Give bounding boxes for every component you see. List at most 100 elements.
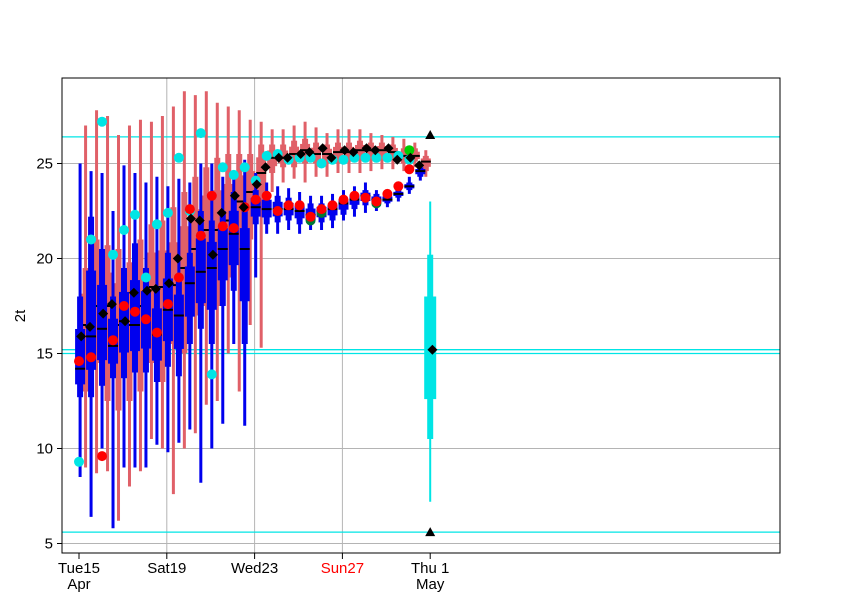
black-diamond	[295, 149, 306, 159]
blue-box-inner-box	[294, 205, 305, 219]
red-dot	[206, 190, 217, 201]
black-diamond	[405, 152, 416, 163]
salmon-box-inner-box	[179, 226, 190, 316]
blue-box	[228, 173, 239, 344]
summary-box-series	[424, 130, 437, 537]
black-diamond	[273, 152, 284, 163]
red-dot	[162, 299, 173, 310]
red-dot	[360, 192, 371, 203]
red-dot	[327, 200, 338, 211]
black-diamond	[142, 285, 153, 296]
cyan-dot	[371, 152, 382, 163]
red-dot	[393, 181, 404, 192]
cyan-dot	[338, 154, 349, 165]
y-tick-label: 15	[36, 346, 53, 363]
red-dot	[228, 223, 239, 234]
blue-box	[250, 173, 261, 278]
summary-triangle	[425, 527, 436, 537]
red-dot	[382, 188, 393, 199]
red-dot	[97, 451, 108, 462]
salmon-box-inner-box	[256, 157, 267, 194]
y-axis: 5 10 15 20 25	[36, 156, 62, 553]
cyan-dot	[151, 219, 162, 230]
red-dot	[118, 301, 129, 311]
salmon-box-inner-box	[124, 290, 135, 367]
salmon-box-inner-box	[135, 269, 146, 354]
x-tick-label: Tue15	[58, 560, 100, 577]
y-tick-label: 10	[36, 441, 53, 458]
red-dot	[217, 221, 228, 232]
salmon-box	[256, 121, 267, 348]
black-diamond	[260, 162, 271, 173]
blue-box-inner-box	[86, 270, 97, 370]
blue-box-inner-box	[184, 266, 195, 317]
black-diamond	[216, 207, 227, 218]
black-diamond	[185, 213, 196, 224]
cyan-dot	[261, 150, 272, 161]
black-diamond	[194, 215, 205, 226]
cyan-dot	[97, 116, 108, 127]
black-diamond	[383, 143, 394, 154]
red-dot	[129, 306, 140, 317]
salmon-box-inner-box	[168, 242, 179, 318]
black-diamond	[106, 299, 117, 310]
salmon-box-inner-box	[245, 171, 256, 219]
blue-box-inner-box	[239, 228, 250, 302]
salmon-box	[267, 129, 278, 192]
black-diamond	[229, 190, 240, 201]
blue-box-inner-box	[206, 241, 217, 310]
black-diamond	[348, 147, 359, 158]
blue-box	[151, 176, 162, 445]
red-dot	[305, 211, 316, 222]
blue-box	[404, 176, 415, 194]
cyan-dot	[162, 207, 173, 218]
black-diamond	[207, 249, 218, 260]
plot-frame	[61, 77, 781, 554]
blue-box	[327, 193, 338, 229]
salmon-box-inner-box	[190, 209, 201, 286]
cyan-dot	[217, 162, 228, 173]
black-diamond	[392, 154, 403, 165]
blue-box-inner-box	[97, 284, 108, 361]
salmon-box-inner-box	[201, 195, 212, 272]
red-dot	[349, 190, 360, 201]
salmon-box-inner-box	[102, 272, 113, 359]
cyan-dot	[316, 158, 327, 169]
blue-box	[162, 186, 173, 453]
red-dot	[86, 352, 97, 363]
red-dot	[250, 194, 261, 205]
black-diamond	[361, 143, 372, 154]
black-diamond	[251, 179, 262, 190]
salmon-box-inner-box	[212, 190, 223, 272]
x-tick-label: Apr	[67, 576, 90, 593]
black-diamond	[98, 308, 109, 319]
salmon-box-inner-box	[157, 250, 168, 340]
red-dot	[173, 272, 184, 283]
x-tick-label: May	[416, 576, 445, 593]
blue-box	[173, 178, 184, 443]
x-tick-label: Sun27	[321, 560, 364, 577]
red-dot	[283, 200, 294, 211]
blue-box	[184, 182, 195, 430]
red-dot	[371, 196, 382, 207]
cyan-dot	[74, 456, 84, 467]
x-tick-label: Thu 1	[411, 560, 449, 577]
red-dot	[294, 200, 305, 211]
blue-box	[206, 163, 217, 449]
red-dot	[140, 314, 151, 325]
y-tick-label: 5	[45, 536, 53, 553]
x-tick-label: Sat19	[147, 560, 186, 577]
red-dot	[108, 335, 119, 346]
blue-box	[86, 171, 97, 517]
blue-box-inner-box	[228, 210, 239, 266]
summary-triangle	[425, 130, 436, 139]
cyan-dot	[382, 152, 393, 163]
cyan-dot	[86, 234, 97, 245]
cyan-dot	[173, 152, 184, 163]
x-tick-label: Wed23	[231, 560, 278, 577]
black-diamond	[304, 147, 315, 158]
marker-series	[74, 116, 438, 467]
y-tick-label: 25	[36, 156, 53, 173]
blue-box-inner-box	[338, 200, 349, 210]
salmon-box	[420, 150, 431, 177]
